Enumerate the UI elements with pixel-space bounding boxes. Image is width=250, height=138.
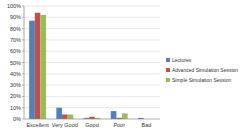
y-tick-label: 60%: [10, 48, 21, 54]
x-tick-label: Poor: [113, 122, 125, 128]
bar: [122, 113, 128, 119]
bar: [68, 114, 74, 119]
bar: [56, 108, 62, 119]
x-axis: [24, 119, 160, 120]
x-tick-label: Good: [85, 122, 98, 128]
y-tick-label: 0%: [13, 116, 21, 122]
bar: [40, 15, 46, 119]
y-tick-label: 90%: [10, 14, 21, 20]
legend-label: Advanced Simulation Session: [172, 67, 238, 73]
y-tick-label: 40%: [10, 71, 21, 77]
y-tick-label: 20%: [10, 93, 21, 99]
y-tick-label: 70%: [10, 37, 21, 43]
y-axis: [24, 6, 25, 119]
bar: [35, 13, 41, 119]
chart: 0% 10% 20% 30% 40% 50% 60% 70% 80% 90% 100% Excelle…: [0, 0, 250, 138]
bar: [29, 21, 35, 119]
legend-swatch: [166, 78, 170, 82]
y-tick-label: 80%: [10, 26, 21, 32]
y-tick-label: 50%: [10, 60, 21, 66]
legend-swatch: [166, 68, 170, 72]
y-tick-label: 30%: [10, 82, 21, 88]
x-tick-label: Excellent: [26, 122, 49, 128]
bar: [111, 111, 117, 119]
y-tick-label: 100%: [7, 3, 21, 9]
bars: [29, 13, 143, 119]
legend-label: Simple Simulation Session: [172, 77, 231, 83]
background: [0, 0, 250, 138]
bar: [62, 114, 68, 119]
y-tick-label: 10%: [10, 105, 21, 111]
grid-line: [24, 6, 160, 7]
legend-swatch: [166, 58, 170, 62]
legend-label: Lectures: [172, 57, 192, 63]
x-tick-label: Bad: [142, 122, 152, 128]
x-tick-label: Very Good: [52, 122, 78, 128]
